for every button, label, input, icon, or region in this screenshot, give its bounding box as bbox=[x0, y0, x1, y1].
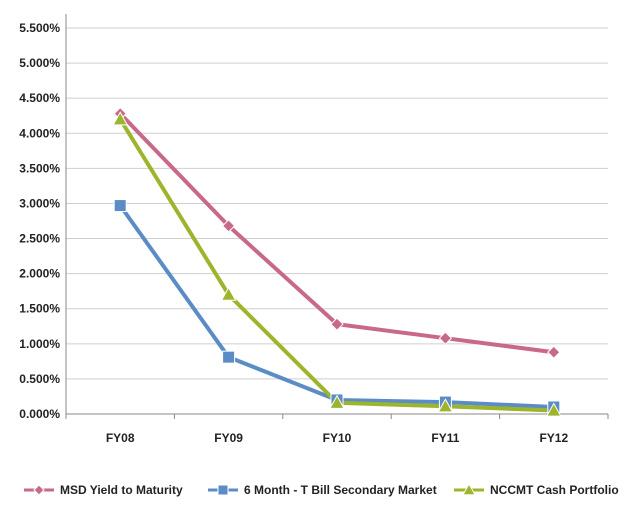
data-point-series-1 bbox=[547, 345, 561, 359]
y-tick-label: 0.500% bbox=[19, 372, 60, 386]
data-point-series-2 bbox=[113, 199, 127, 213]
x-tick-label: FY12 bbox=[539, 431, 568, 445]
data-point-series-1 bbox=[438, 331, 453, 345]
data-point-series-3 bbox=[329, 394, 345, 409]
y-tick-label: 2.500% bbox=[19, 232, 60, 246]
legend-swatch-marker bbox=[462, 482, 476, 496]
y-tick-label: 1.500% bbox=[19, 302, 60, 316]
x-tick-label: FY10 bbox=[323, 431, 352, 445]
data-point-series-3 bbox=[437, 398, 454, 413]
y-tick-label: 4.500% bbox=[19, 91, 60, 105]
y-tick-label: 5.500% bbox=[19, 21, 60, 35]
data-point-series-3 bbox=[545, 402, 562, 417]
data-point-series-2 bbox=[222, 350, 236, 364]
data-point-series-3 bbox=[220, 286, 237, 301]
y-tick-label: 3.000% bbox=[19, 196, 60, 210]
y-tick-label: 4.000% bbox=[19, 126, 60, 140]
legend-swatch-marker bbox=[33, 484, 45, 496]
y-tick-label: 2.000% bbox=[19, 267, 60, 281]
legend-swatch-marker bbox=[217, 484, 229, 496]
data-point-series-1 bbox=[221, 219, 236, 233]
y-tick-label: 5.000% bbox=[19, 56, 60, 70]
x-tick-label: FY09 bbox=[214, 431, 243, 445]
x-tick-label: FY11 bbox=[431, 431, 459, 445]
y-tick-label: 1.000% bbox=[19, 337, 60, 351]
data-point-series-1 bbox=[330, 317, 344, 331]
legend-label: 6 Month - T Bill Secondary Market bbox=[244, 483, 437, 497]
legend-label: MSD Yield to Maturity bbox=[60, 483, 183, 497]
x-tick-label: FY08 bbox=[106, 431, 135, 445]
y-tick-label: 3.500% bbox=[19, 161, 60, 175]
legend-label: NCCMT Cash Portfolio bbox=[490, 483, 619, 497]
plot-area bbox=[66, 28, 608, 414]
y-tick-label: 0.000% bbox=[19, 407, 60, 421]
data-point-series-3 bbox=[112, 111, 129, 126]
